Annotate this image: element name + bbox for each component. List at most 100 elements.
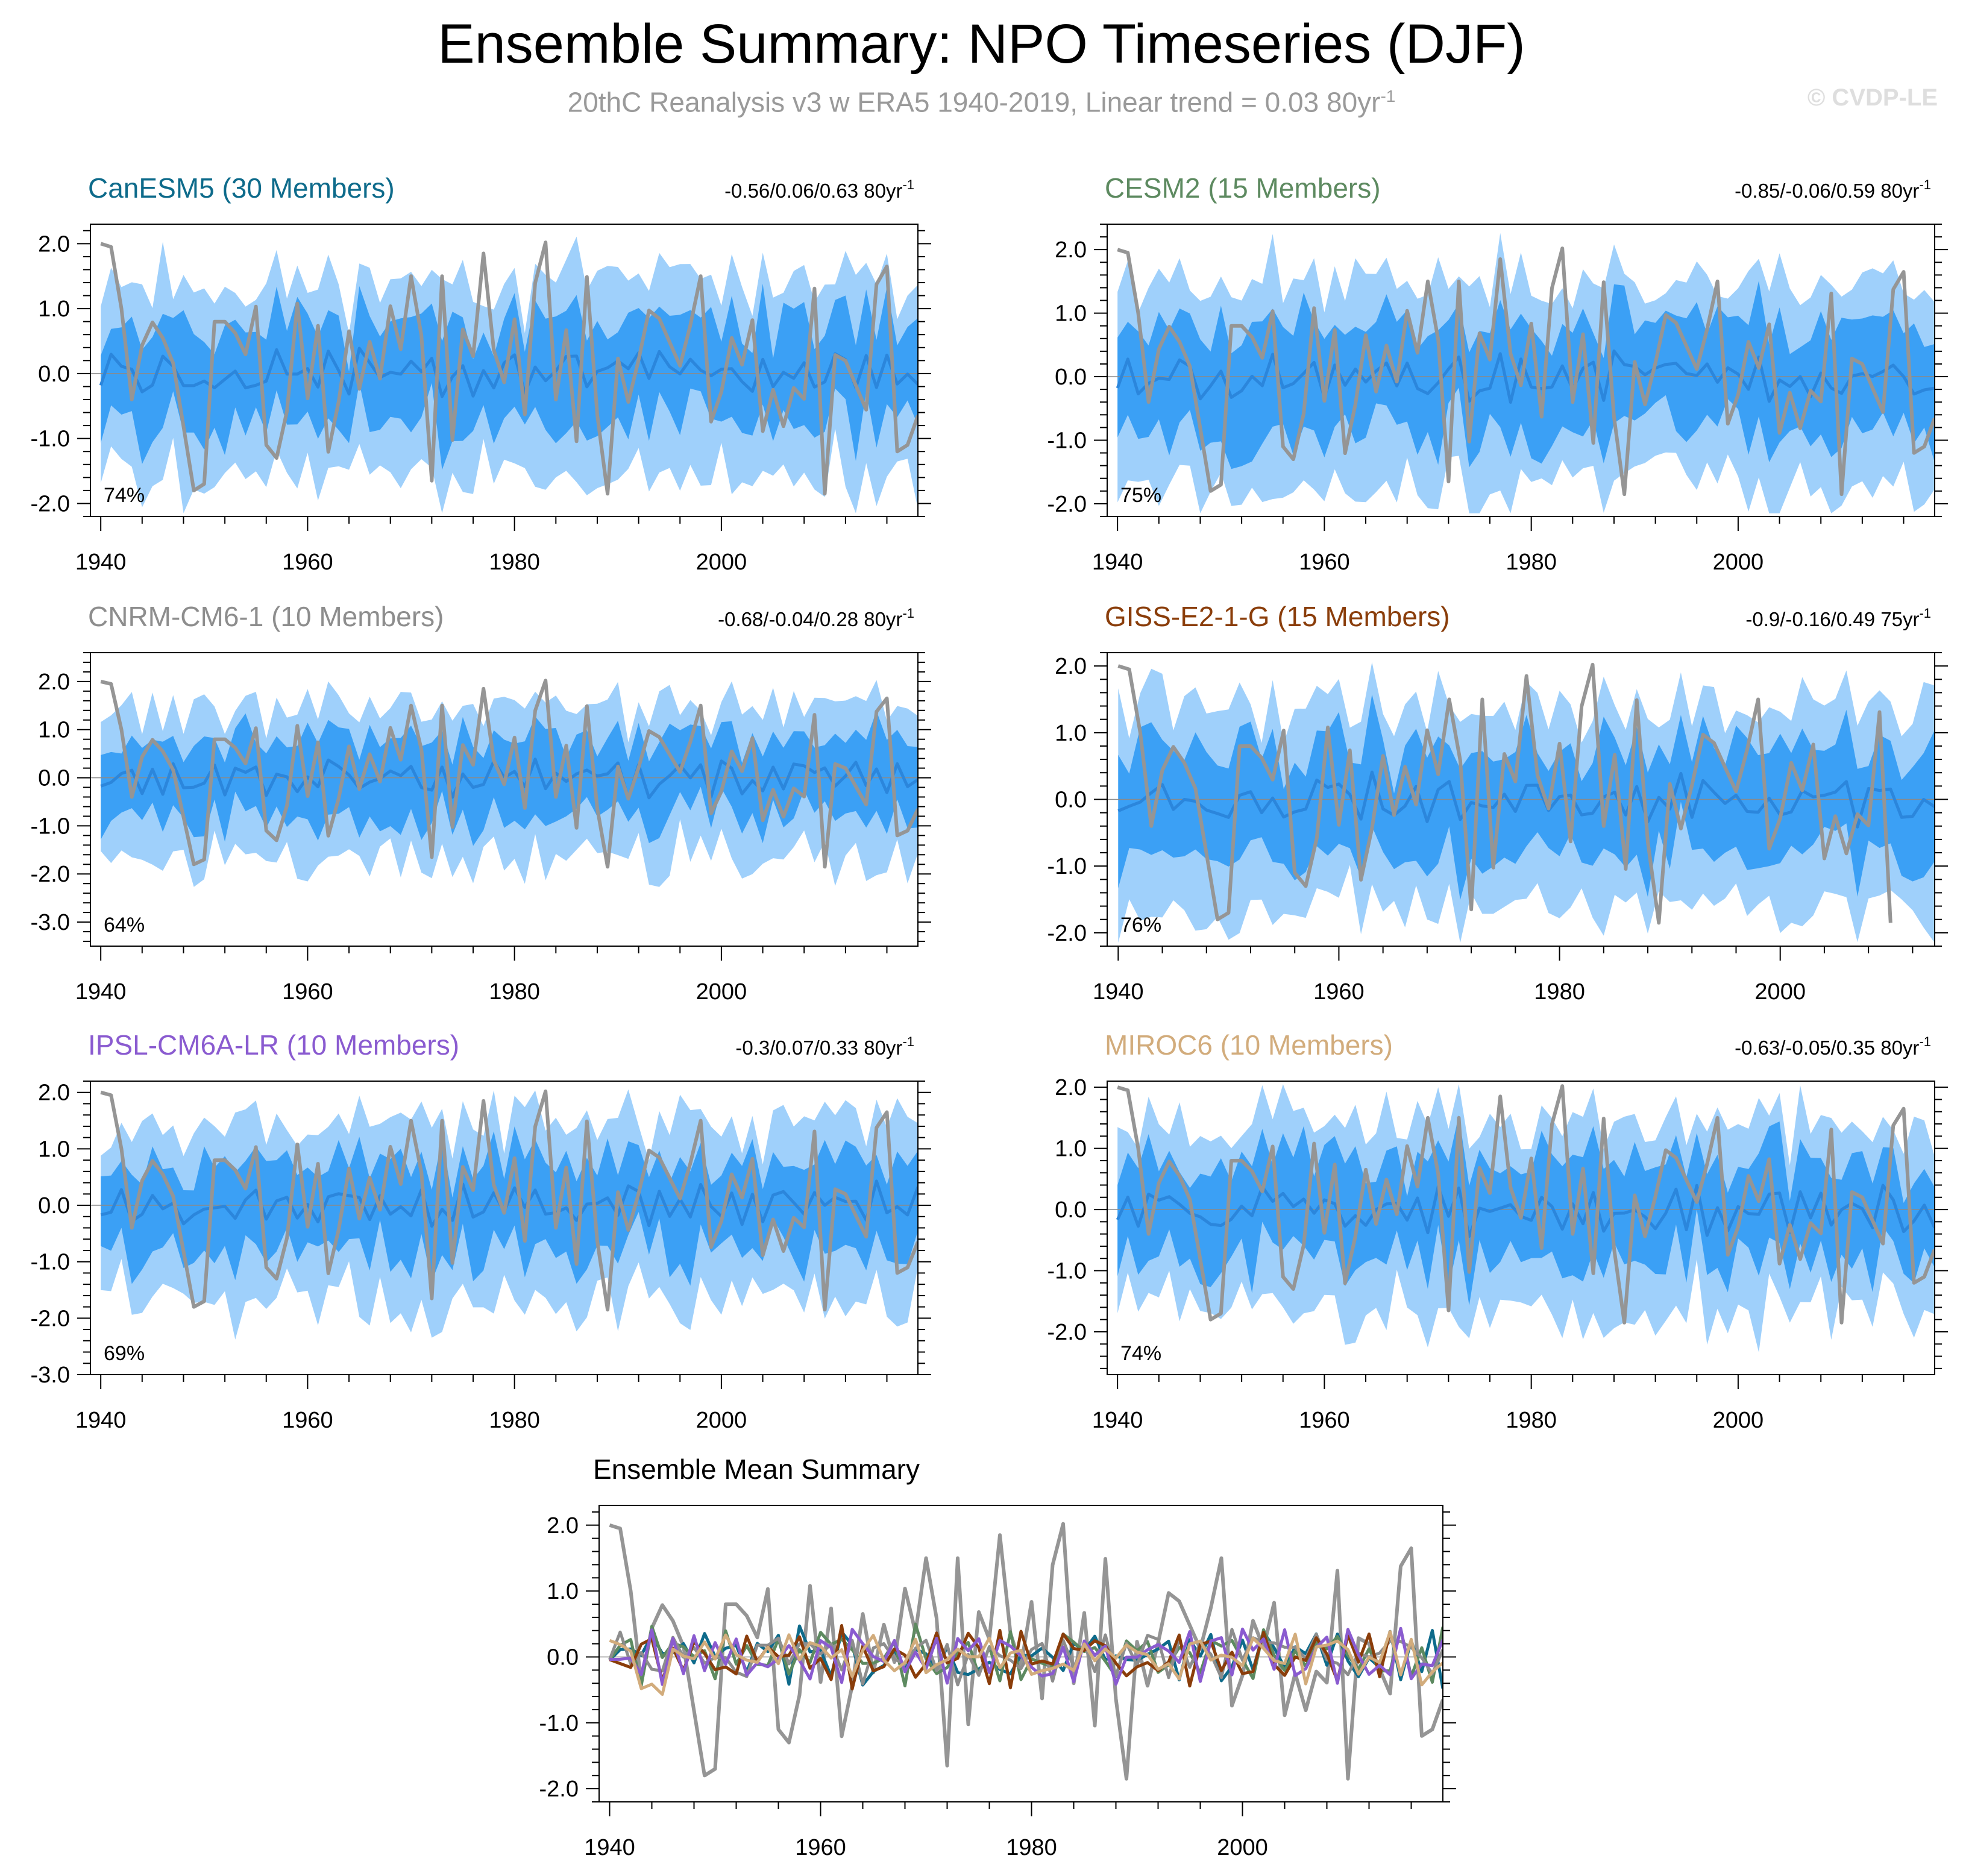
x-tick-label: 2000 [1713, 550, 1764, 575]
y-tick-label: 0.0 [1055, 365, 1087, 390]
subtitle-text: 20thC Reanalysis v3 w ERA5 1940-2019, Li… [567, 86, 1381, 118]
inner-spread-band [1118, 694, 1935, 900]
trend-text: -0.63/-0.05/0.35 80yr [1735, 1037, 1919, 1059]
y-tick-label: -1.0 [31, 1250, 70, 1275]
y-tick-label: -3.0 [31, 1363, 70, 1388]
plot-area [90, 1089, 918, 1340]
observed-line [100, 679, 918, 869]
x-tick-label: 1940 [75, 550, 127, 575]
inner-spread-band [101, 1126, 918, 1286]
plot-area [1107, 662, 1935, 943]
y-tick-label: 1.0 [1055, 301, 1087, 327]
trend-exponent: -1 [902, 1034, 914, 1049]
x-tick-label: 1940 [584, 1835, 635, 1860]
percent-label: 64% [104, 914, 145, 936]
y-tick-label: 2.0 [1055, 1075, 1087, 1100]
y-tick-label: 0.0 [38, 1193, 70, 1219]
y-tick-label: 2.0 [1055, 237, 1087, 263]
ensemble-mean-line [100, 1179, 918, 1228]
y-tick-label: -2.0 [31, 862, 70, 887]
x-tick-label: 1980 [489, 1408, 540, 1433]
panel-miroc6: -2.0 -1.0 0.0 1.0 2.0 1940 1960 1980 2000 MIROC6 … [1047, 1029, 1948, 1433]
x-tick-label: 1960 [1299, 1408, 1350, 1433]
plot-frame [1107, 224, 1935, 517]
x-tick-label: 1980 [489, 550, 540, 575]
panel-title: GISS-E2-1-G (15 Members) [1105, 601, 1450, 632]
x-tick-label: 1960 [1299, 550, 1350, 575]
x-tick-label: 1940 [1092, 1408, 1143, 1433]
inner-spread-band [101, 283, 918, 470]
trend-text: -0.3/0.07/0.33 80yr [735, 1037, 902, 1059]
y-tick-label: 2.0 [38, 1081, 70, 1106]
y-tick-label: -3.0 [31, 910, 70, 935]
ensemble-mean-line-cesm2 [608, 1622, 1443, 1687]
trend-exponent: -1 [902, 177, 914, 192]
y-tick-label: -1.0 [1047, 1259, 1087, 1284]
ensemble-mean-line [1116, 349, 1935, 404]
x-tick-label: 1980 [1534, 979, 1585, 1005]
trend-label: -0.56/0.06/0.63 80yr-1 [724, 177, 914, 202]
panel-ipsl-cm6a-lr: -3.0 -2.0 -1.0 0.0 1.0 2.0 1940 1960 1980 2000 IPS… [31, 1029, 931, 1433]
x-tick-label: 2000 [696, 1408, 747, 1433]
plot-area [90, 679, 918, 887]
panel-title: CNRM-CM6-1 (10 Members) [88, 601, 444, 632]
percent-label: 76% [1120, 914, 1161, 936]
trend-exponent: -1 [902, 606, 914, 621]
inner-spread-band [1117, 1115, 1935, 1306]
trend-label: -0.68/-0.04/0.28 80yr-1 [718, 606, 914, 630]
x-tick-label: 2000 [1754, 979, 1806, 1005]
figure-subtitle: 20thC Reanalysis v3 w ERA5 1940-2019, Li… [0, 80, 1963, 119]
percent-label: 74% [104, 484, 145, 507]
panel-ensemble-mean-summary: -2.0 -1.0 0.0 1.0 2.0 1940 1960 1980 2000 Ensembl… [539, 1454, 1456, 1860]
observed-line [609, 1522, 1443, 1781]
x-tick-label: 1980 [489, 979, 540, 1005]
y-tick-label: 0.0 [547, 1645, 579, 1670]
watermark-label: © CVDP-LE [1807, 84, 1938, 111]
y-tick-label: 0.0 [38, 766, 70, 791]
panel-giss-e2-1-g: -2.0 -1.0 0.0 1.0 2.0 1940 1960 1980 2000 GISS-E2… [1047, 601, 1948, 1005]
trend-text: -0.56/0.06/0.63 80yr [724, 180, 902, 202]
plot-area [1107, 233, 1935, 513]
x-tick-label: 1960 [282, 1408, 333, 1433]
trend-label: -0.63/-0.05/0.35 80yr-1 [1735, 1034, 1931, 1059]
plot-area [90, 236, 918, 513]
y-tick-label: -1.0 [31, 814, 70, 839]
panel-title: Ensemble Mean Summary [593, 1454, 920, 1485]
trend-text: -0.85/-0.06/0.59 80yr [1735, 180, 1919, 202]
subtitle-exponent: -1 [1380, 87, 1396, 105]
y-tick-label: -2.0 [1047, 492, 1087, 517]
trend-exponent: -1 [1919, 606, 1931, 621]
y-tick-label: 0.0 [38, 362, 70, 387]
y-tick-label: -2.0 [1047, 1320, 1087, 1345]
y-tick-label: 1.0 [1055, 721, 1087, 746]
y-tick-label: -1.0 [539, 1711, 579, 1736]
figure-title: Ensemble Summary: NPO Timeseries (DJF) [438, 13, 1525, 75]
y-tick-label: -1.0 [31, 427, 70, 452]
observed-line [1117, 1084, 1935, 1325]
x-tick-label: 1940 [75, 979, 127, 1005]
x-tick-label: 2000 [1713, 1408, 1764, 1433]
panel-title: CanESM5 (30 Members) [88, 172, 395, 204]
y-tick-label: 1.0 [1055, 1137, 1087, 1162]
x-tick-label: 1960 [282, 550, 333, 575]
y-tick-label: 1.0 [38, 1137, 70, 1162]
y-tick-label: 2.0 [547, 1513, 579, 1539]
observed-line [100, 240, 918, 496]
x-tick-label: 1940 [1092, 550, 1143, 575]
x-tick-label: 1960 [795, 1835, 846, 1860]
panel-cnrm-cm6-1: -3.0 -2.0 -1.0 0.0 1.0 2.0 1940 1960 1980 2000 CNR… [31, 601, 931, 1005]
trend-text: -0.9/-0.16/0.49 75yr [1745, 608, 1919, 630]
percent-label: 69% [104, 1342, 145, 1365]
panel-canesm5: -2.0 -1.0 0.0 1.0 2.0 1940 1960 1980 2000 CanESM5… [31, 172, 931, 575]
plot-frame [90, 652, 919, 947]
percent-label: 74% [1120, 1342, 1161, 1365]
y-tick-label: 0.0 [1055, 1197, 1087, 1223]
panel-cesm2: -2.0 -1.0 0.0 1.0 2.0 1940 1960 1980 2000 CESM2 (… [1047, 172, 1948, 575]
ensemble-mean-line [100, 758, 918, 800]
y-tick-label: -1.0 [1047, 428, 1087, 453]
y-tick-label: 1.0 [38, 718, 70, 743]
y-tick-label: -2.0 [31, 1306, 70, 1331]
trend-label: -0.85/-0.06/0.59 80yr-1 [1735, 177, 1931, 202]
trend-label: -0.9/-0.16/0.49 75yr-1 [1745, 606, 1931, 630]
